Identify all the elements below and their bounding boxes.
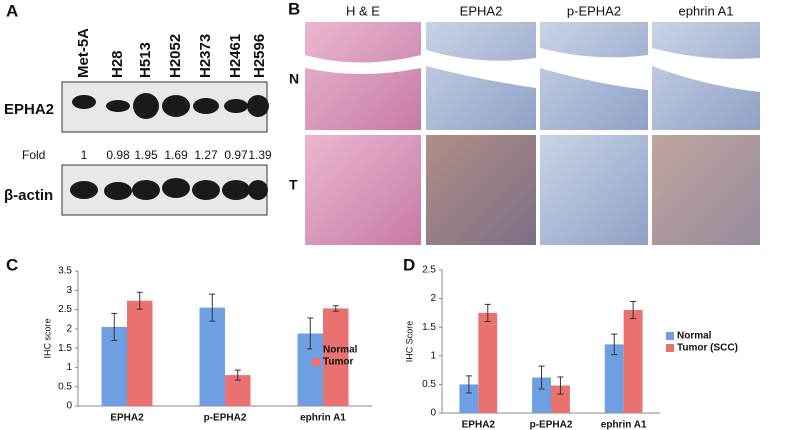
lane-label: H2461	[227, 34, 244, 78]
row-label: N	[289, 71, 299, 87]
micrographs	[305, 22, 760, 245]
bar	[199, 307, 225, 406]
bar	[478, 312, 498, 413]
y-axis-label: IHC score	[42, 318, 52, 358]
panel-label: A	[6, 1, 18, 20]
column-label: ephrin A1	[679, 3, 734, 18]
y-tick-label: 3.5	[58, 266, 72, 277]
error-bar	[111, 312, 118, 341]
fold-value: 0.98	[106, 148, 130, 162]
fold-value: 0.97	[224, 148, 248, 162]
legend-swatch	[312, 358, 320, 366]
x-tick-label: ephrin A1	[601, 420, 647, 430]
control-label: β-actin	[4, 187, 53, 204]
y-tick-label: 2.5	[422, 265, 436, 276]
legend-swatch	[666, 344, 674, 352]
panel-label: B	[288, 0, 300, 18]
legend-label: Tumor (SCC)	[677, 343, 738, 354]
error-bar	[630, 300, 637, 320]
x-tick-label: EPHA2	[110, 413, 144, 424]
y-tick-label: 2.5	[58, 304, 72, 315]
lane-label: H513	[137, 42, 154, 78]
fold-value: 1	[81, 148, 88, 162]
column-label: p-EPHA2	[567, 3, 621, 18]
error-bar	[557, 376, 564, 395]
y-tick-label: 0.5	[58, 381, 72, 392]
lane-label: H28	[109, 50, 126, 78]
error-bar	[209, 293, 216, 322]
error-bar	[136, 291, 143, 310]
legend-label: Normal	[677, 331, 712, 342]
fold-value: 1.95	[134, 148, 158, 162]
y-tick-label: 0	[66, 401, 72, 412]
y-tick-label: 2	[430, 293, 436, 304]
bands	[70, 93, 269, 200]
y-axis-label: IHC Score	[404, 321, 414, 363]
y-tick-label: 1.5	[58, 343, 72, 354]
bar	[459, 384, 479, 413]
error-bar	[332, 305, 339, 312]
error-bar	[484, 303, 491, 322]
column-label: H & E	[346, 3, 380, 18]
bar	[623, 310, 643, 413]
panel-label: D	[403, 255, 415, 274]
bar	[323, 308, 349, 406]
lane-label: H2596	[251, 34, 268, 78]
lane-label: Met-5A	[75, 28, 92, 78]
legend-label: Tumor	[323, 357, 353, 368]
lane-label: H2052	[167, 34, 184, 78]
x-tick-label: EPHA2	[462, 420, 496, 430]
bar	[532, 377, 551, 413]
fold-label: Fold	[22, 148, 45, 162]
column-label: EPHA2	[460, 3, 503, 18]
lane-label: H2373	[197, 34, 214, 78]
bar	[604, 344, 624, 413]
legend-swatch	[312, 346, 320, 354]
bar	[127, 300, 153, 406]
y-tick-label: 1.5	[422, 322, 436, 333]
panel-label: C	[6, 255, 18, 274]
fold-value: 1.69	[164, 148, 188, 162]
x-tick-label: p-EPHA2	[530, 420, 573, 430]
y-tick-label: 0.5	[422, 379, 436, 390]
row-label: T	[289, 177, 298, 193]
legend-label: Normal	[323, 345, 358, 356]
legend-swatch	[666, 332, 674, 340]
x-tick-label: ephrin A1	[300, 413, 346, 424]
error-bar	[611, 333, 618, 356]
fold-value: 1.27	[194, 148, 218, 162]
y-tick-label: 1	[430, 350, 436, 361]
x-tick-label: p-EPHA2	[204, 413, 247, 424]
error-bar	[234, 369, 241, 381]
protein-label: EPHA2	[4, 101, 54, 118]
y-tick-label: 0	[430, 408, 436, 419]
fold-value: 1.39	[248, 148, 272, 162]
error-bar	[465, 375, 472, 394]
error-bar	[538, 365, 545, 390]
y-tick-label: 2	[66, 323, 72, 334]
bar	[551, 385, 570, 413]
y-tick-label: 1	[66, 362, 72, 373]
y-tick-label: 3	[66, 285, 72, 296]
